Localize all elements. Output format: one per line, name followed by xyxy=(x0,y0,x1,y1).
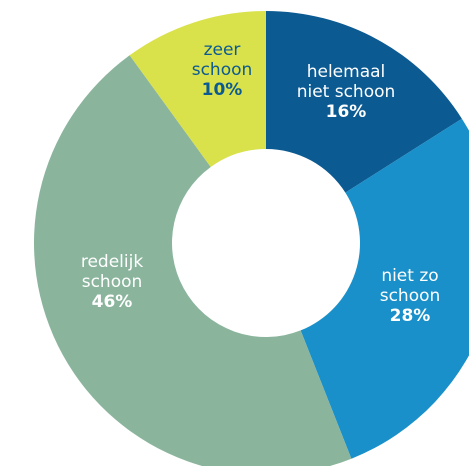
slice-value: 28% xyxy=(390,306,431,326)
slice-label: schoon xyxy=(82,272,143,292)
slice-label: niet schoon xyxy=(297,82,396,102)
donut-slice xyxy=(34,55,352,466)
donut-slice xyxy=(266,11,462,193)
slice-label: schoon xyxy=(192,60,253,80)
slice-label: schoon xyxy=(380,286,441,306)
slice-label: redelijk xyxy=(81,252,143,272)
slice-label: zeer xyxy=(204,40,241,60)
slice-value: 10% xyxy=(202,80,243,100)
slice-label: helemaal xyxy=(307,62,386,82)
slice-label: niet zo xyxy=(381,266,438,286)
donut-slice xyxy=(129,11,266,167)
slice-value: 46% xyxy=(92,292,133,312)
slice-value: 16% xyxy=(326,102,367,122)
donut-slice xyxy=(300,118,469,459)
